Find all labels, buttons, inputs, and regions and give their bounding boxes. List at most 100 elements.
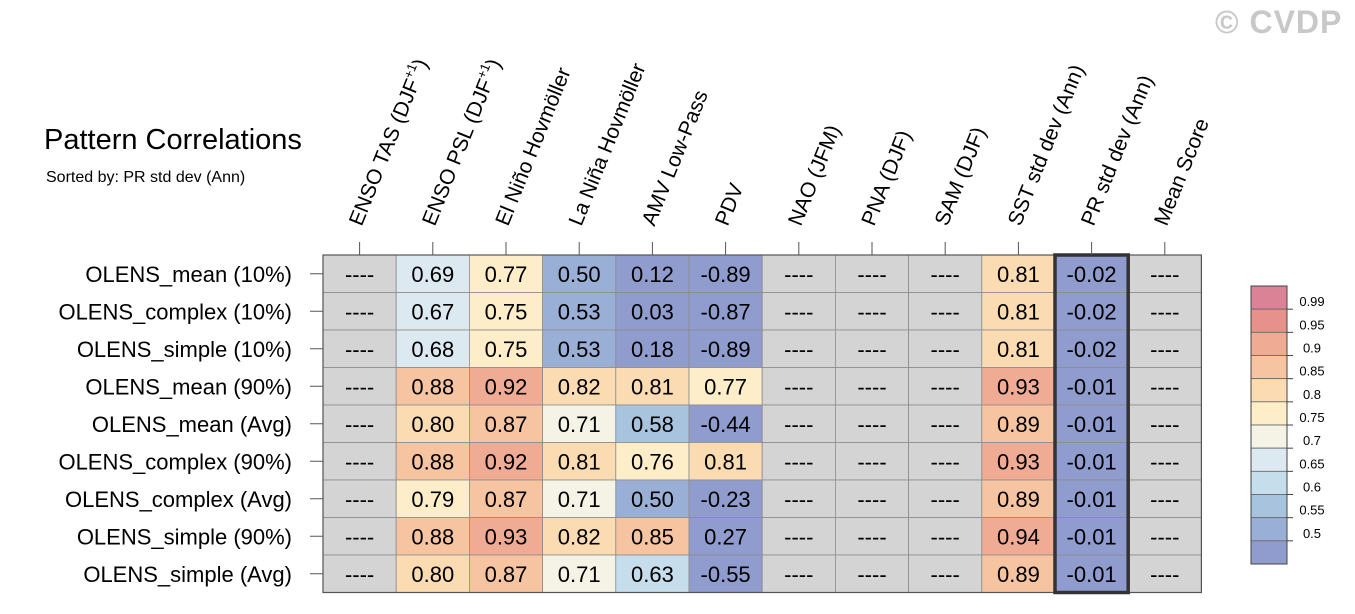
heatmap-cell <box>761 479 836 518</box>
heatmap-cell <box>981 479 1056 518</box>
cell-value: 0.77 <box>485 262 528 287</box>
heatmap-cell <box>835 517 910 556</box>
colorbar-label: 0.65 <box>1299 456 1324 471</box>
heatmap-cell <box>688 554 763 593</box>
heatmap-cell <box>1127 404 1202 443</box>
heatmap-cell <box>981 329 1056 368</box>
colorbar-segment <box>1250 494 1288 519</box>
heatmap-cell <box>761 329 836 368</box>
heatmap-cell <box>688 329 763 368</box>
colorbar-label: 0.99 <box>1299 294 1324 309</box>
cell-value: 0.50 <box>631 487 674 512</box>
cell-value: ---- <box>784 449 813 474</box>
colorbar-label: 0.95 <box>1299 317 1324 332</box>
heatmap-cell <box>615 442 690 481</box>
cell-value: ---- <box>1150 374 1179 399</box>
cell-value: -0.23 <box>701 487 751 512</box>
cell-value: -0.01 <box>1067 412 1117 437</box>
cell-value: ---- <box>857 524 886 549</box>
column-label: Mean Score <box>1150 115 1214 229</box>
row-label: OLENS_simple (90%) <box>77 524 292 549</box>
heatmap-cell <box>688 292 763 331</box>
column-label: NAO (JFM) <box>784 122 845 229</box>
heatmap-cell <box>908 404 983 443</box>
cell-value: ---- <box>345 562 374 587</box>
cell-value: ---- <box>784 487 813 512</box>
cell-value: 0.93 <box>485 524 528 549</box>
heatmap-cell <box>908 292 983 331</box>
cell-value: ---- <box>1150 524 1179 549</box>
cell-value: 0.50 <box>558 262 601 287</box>
cell-value: 0.93 <box>997 374 1040 399</box>
cell-value: ---- <box>931 299 960 324</box>
cell-value: 0.81 <box>997 299 1040 324</box>
cell-value: 0.67 <box>411 299 454 324</box>
cell-value: ---- <box>784 337 813 362</box>
chart-subtitle: Sorted by: PR std dev (Ann) <box>46 169 246 186</box>
heatmap-cell <box>542 367 617 406</box>
colorbar-label: 0.5 <box>1303 526 1321 541</box>
cell-value: ---- <box>857 374 886 399</box>
row-label: OLENS_simple (10%) <box>77 337 292 362</box>
cell-value: ---- <box>857 487 886 512</box>
cell-value: -0.87 <box>701 299 751 324</box>
cell-value: ---- <box>345 487 374 512</box>
colorbar-segment <box>1250 470 1288 495</box>
colorbar-segment <box>1250 355 1288 380</box>
heatmap-cell <box>468 479 543 518</box>
cell-value: ---- <box>345 524 374 549</box>
heatmap-cell <box>322 479 397 518</box>
heatmap-cell <box>322 442 397 481</box>
cell-value: ---- <box>784 412 813 437</box>
heatmap-cell <box>468 292 543 331</box>
cell-value: -0.89 <box>701 337 751 362</box>
heatmap-cell <box>1127 442 1202 481</box>
cell-value: -0.01 <box>1067 524 1117 549</box>
heatmap-cell <box>835 404 910 443</box>
cell-value: 0.71 <box>558 412 601 437</box>
cell-value: ---- <box>345 337 374 362</box>
heatmap-cell <box>981 442 1056 481</box>
colorbar-label: 0.85 <box>1299 364 1324 379</box>
heatmap-cell <box>395 479 470 518</box>
heatmap-cell <box>1127 367 1202 406</box>
heatmap-cell <box>908 479 983 518</box>
cell-value: ---- <box>1150 449 1179 474</box>
copyright-watermark: © CVDP <box>1215 4 1343 40</box>
heatmap-cell <box>615 329 690 368</box>
cell-value: ---- <box>931 337 960 362</box>
heatmap-cell <box>395 367 470 406</box>
cell-value: 0.81 <box>558 449 601 474</box>
heatmap-cell <box>908 329 983 368</box>
heatmap-cell <box>688 442 763 481</box>
heatmap-cell <box>761 442 836 481</box>
cell-value: 0.79 <box>411 487 454 512</box>
heatmap-cell <box>1127 479 1202 518</box>
column-label: El Niño Hovmöller <box>491 64 575 228</box>
heatmap-cell <box>395 404 470 443</box>
cell-value: 0.80 <box>411 562 454 587</box>
colorbar-segment <box>1250 285 1288 310</box>
heatmap-cell <box>468 554 543 593</box>
colorbar-segment <box>1250 424 1288 449</box>
grid-border <box>322 254 1203 594</box>
heatmap-cell <box>835 554 910 593</box>
cell-value: 0.63 <box>631 562 674 587</box>
cell-value: 0.81 <box>997 262 1040 287</box>
cell-value: 0.75 <box>485 337 528 362</box>
column-label: PDV <box>711 180 749 229</box>
cell-value: 0.27 <box>704 524 747 549</box>
colorbar-segment <box>1250 540 1288 565</box>
heatmap-cell <box>395 254 470 293</box>
heatmap-cell <box>981 517 1056 556</box>
cell-value: ---- <box>784 374 813 399</box>
cell-value: -0.01 <box>1067 487 1117 512</box>
heatmap-cell <box>1054 442 1129 481</box>
cell-value: -0.01 <box>1067 449 1117 474</box>
cell-value: ---- <box>1150 562 1179 587</box>
heatmap-cell <box>395 292 470 331</box>
heatmap-cell <box>761 517 836 556</box>
row-label: OLENS_complex (90%) <box>58 449 292 474</box>
cell-value: 0.80 <box>411 412 454 437</box>
